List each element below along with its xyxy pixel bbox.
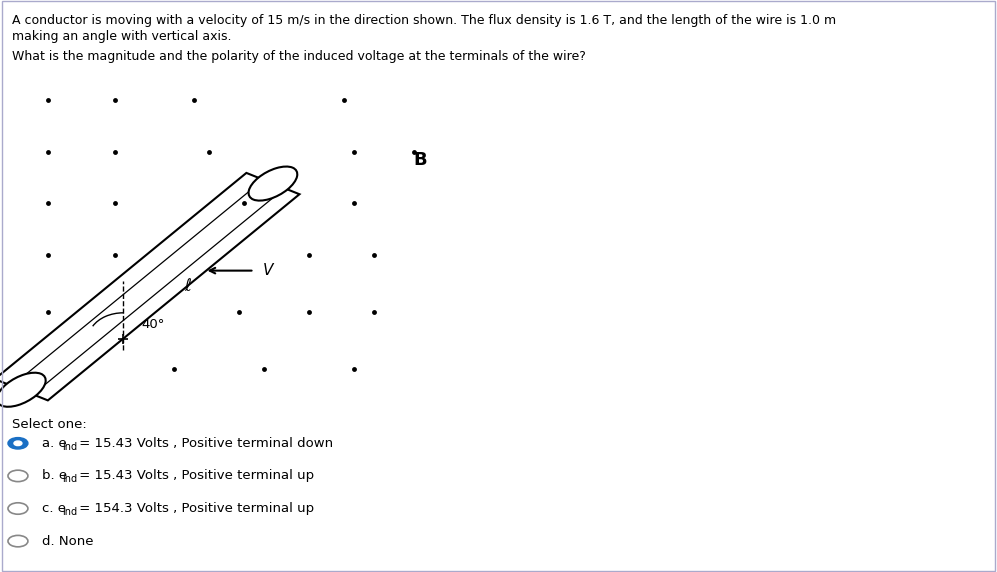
Text: B: B	[414, 151, 428, 169]
Circle shape	[8, 438, 28, 449]
Text: = 15.43 Volts , Positive terminal down: = 15.43 Volts , Positive terminal down	[75, 437, 333, 450]
Text: = 15.43 Volts , Positive terminal up: = 15.43 Volts , Positive terminal up	[75, 470, 314, 482]
Text: Select one:: Select one:	[12, 418, 87, 431]
Text: What is the magnitude and the polarity of the induced voltage at the terminals o: What is the magnitude and the polarity o…	[12, 50, 586, 63]
Text: ind: ind	[63, 507, 78, 517]
Text: 40°: 40°	[142, 318, 165, 331]
Text: A conductor is moving with a velocity of 15 m/s in the direction shown. The flux: A conductor is moving with a velocity of…	[12, 14, 836, 27]
Text: ind: ind	[63, 442, 78, 452]
Text: $\ell$: $\ell$	[184, 277, 192, 295]
Text: d. None: d. None	[42, 535, 94, 547]
Circle shape	[8, 470, 28, 482]
Text: ind: ind	[63, 474, 78, 484]
Text: = 154.3 Volts , Positive terminal up: = 154.3 Volts , Positive terminal up	[75, 502, 314, 515]
Circle shape	[14, 441, 22, 446]
Polygon shape	[0, 173, 299, 400]
Ellipse shape	[0, 373, 46, 407]
Ellipse shape	[248, 166, 297, 201]
Text: making an angle with vertical axis.: making an angle with vertical axis.	[12, 30, 231, 43]
Text: a. e: a. e	[42, 437, 67, 450]
Circle shape	[8, 535, 28, 547]
Circle shape	[8, 503, 28, 514]
Text: b. e: b. e	[42, 470, 67, 482]
Text: c. e: c. e	[42, 502, 66, 515]
Text: V: V	[262, 263, 273, 278]
